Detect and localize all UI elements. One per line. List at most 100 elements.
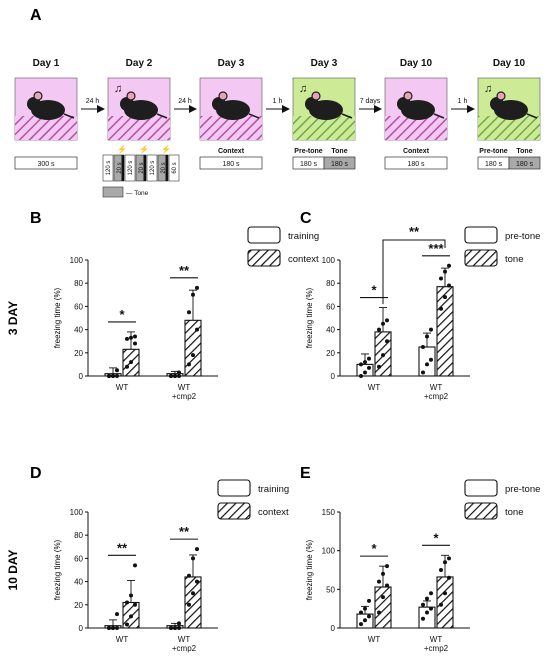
- significance-mark: *: [371, 541, 377, 556]
- data-point: [195, 547, 199, 552]
- row-label-10-day: 10 DAY: [6, 550, 20, 591]
- y-tick-label: 100: [322, 256, 336, 265]
- data-point: [377, 364, 381, 369]
- data-point: [177, 374, 181, 378]
- significance-bracket: [382, 239, 446, 305]
- data-point: [443, 560, 447, 565]
- protocol-label: 60 s: [172, 162, 178, 173]
- data-point: [195, 285, 199, 290]
- significance-mark: *: [119, 307, 125, 322]
- duration-box: [508, 156, 541, 170]
- legend-swatch: [464, 502, 498, 520]
- data-point: [173, 626, 177, 630]
- protocol-label: 20 s: [117, 162, 123, 173]
- legend-label: context: [288, 254, 319, 265]
- data-point: [425, 610, 429, 615]
- legend-swatch: [247, 226, 281, 244]
- duration-label: 180 s: [300, 161, 318, 168]
- data-point: [439, 306, 443, 311]
- data-point: [425, 596, 429, 601]
- chamber-floor: [15, 116, 77, 140]
- y-tick-label: 40: [74, 578, 83, 587]
- data-point: [363, 370, 367, 375]
- data-point: [125, 364, 129, 369]
- panel-letter-e: E: [300, 465, 311, 482]
- data-point: [439, 568, 443, 572]
- data-point: [439, 602, 443, 607]
- data-point: [443, 269, 447, 274]
- data-point: [187, 362, 191, 367]
- day-label: Day 1: [33, 58, 60, 69]
- data-point: [363, 606, 367, 611]
- data-point: [169, 626, 173, 630]
- y-axis-label: freezing time (%): [305, 539, 314, 600]
- data-point: [447, 283, 451, 288]
- mouse-ear: [311, 91, 321, 101]
- significance-mark: **: [409, 224, 420, 239]
- mouse-tail: [63, 113, 75, 119]
- protocol-segment: [168, 154, 180, 182]
- data-point: [191, 353, 195, 358]
- data-point: [173, 374, 177, 378]
- category-label: WT: [368, 635, 381, 644]
- data-point: [381, 595, 385, 600]
- interval-label: 1 h: [273, 98, 283, 105]
- data-point: [377, 610, 381, 615]
- music-note-icon: ♫: [114, 83, 122, 95]
- protocol-label: 20 s: [161, 162, 167, 173]
- day-label: Day 3: [311, 58, 338, 69]
- mouse-ear: [33, 91, 43, 101]
- data-point: [429, 357, 433, 362]
- tone-legend-label: — Tone: [126, 190, 149, 197]
- tone-legend-swatch: [102, 186, 124, 198]
- shock-bar: [121, 155, 124, 181]
- session-caption: Pre-tone: [479, 148, 508, 155]
- legend-swatch: [217, 502, 251, 520]
- data-point: [129, 360, 133, 365]
- data-point: [381, 321, 385, 326]
- legend-label: tone: [505, 254, 524, 265]
- legend-label: pre-tone: [505, 231, 540, 242]
- mouse-ear: [403, 91, 413, 101]
- y-tick-label: 50: [326, 585, 335, 594]
- day-label: Day 10: [400, 58, 433, 69]
- data-point: [191, 292, 195, 297]
- day-label: Day 3: [218, 58, 245, 69]
- data-point: [367, 356, 371, 361]
- data-point: [169, 374, 173, 378]
- data-point: [359, 362, 363, 367]
- session-caption: Pre-tone: [294, 148, 323, 155]
- data-point: [359, 622, 363, 627]
- data-point: [191, 556, 195, 561]
- legend-label: pre-tone: [505, 484, 540, 495]
- bar: [436, 286, 454, 377]
- y-tick-label: 100: [70, 508, 84, 517]
- experiment-timeline: Day 1 300 s 24 h Day 2 ♫ 24 h Day 3 Context 180 …: [14, 58, 541, 198]
- duration-label: 180 s: [222, 161, 240, 168]
- data-point: [195, 579, 199, 584]
- mouse-ear: [218, 91, 228, 101]
- data-point: [177, 370, 181, 375]
- data-point: [359, 374, 363, 378]
- data-point: [177, 621, 181, 626]
- interval-label: 1 h: [458, 98, 468, 105]
- protocol-segment: [102, 154, 114, 182]
- legend-swatch: [464, 226, 498, 244]
- shock-bar: [165, 155, 168, 181]
- legend-swatch: [464, 479, 498, 497]
- row-label-3-day: 3 DAY: [6, 301, 20, 335]
- significance-mark: ***: [428, 241, 444, 256]
- protocol-label: 20 s: [139, 162, 145, 173]
- data-point: [421, 616, 425, 621]
- significance-mark: **: [179, 524, 190, 539]
- y-tick-label: 40: [326, 326, 335, 335]
- y-tick-label: 150: [322, 508, 336, 517]
- data-point: [439, 276, 443, 281]
- duration-box: [199, 156, 263, 170]
- chamber-floor: [200, 116, 262, 140]
- data-point: [133, 334, 137, 339]
- shock-bar: [143, 155, 146, 181]
- data-point: [367, 365, 371, 370]
- panel-letter-d: D: [30, 465, 42, 482]
